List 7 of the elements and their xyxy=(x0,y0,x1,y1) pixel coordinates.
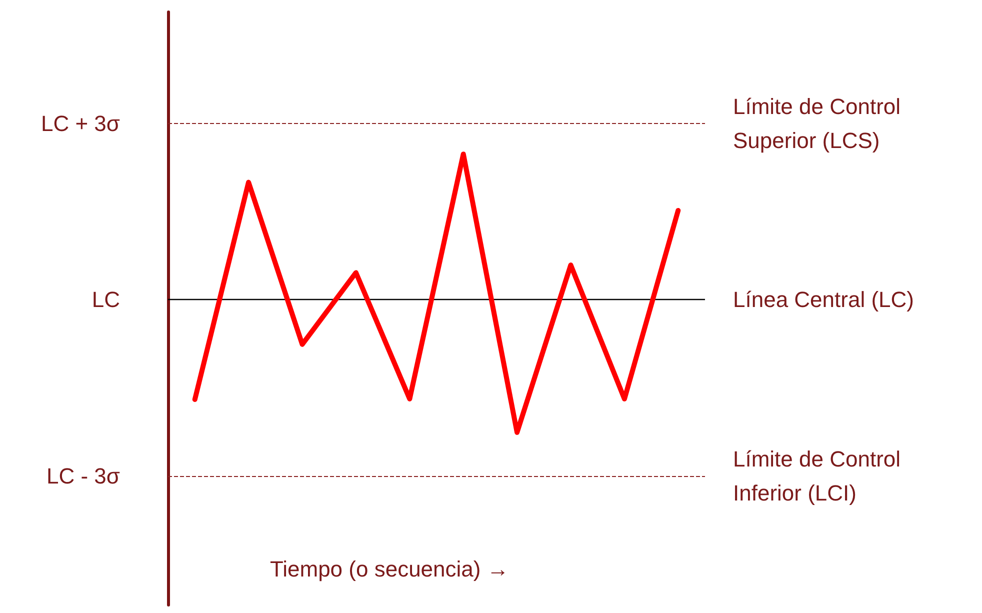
ref-line-label: Límite de Control Superior (LCS) xyxy=(733,94,907,154)
ref-line-label: Línea Central (LC) xyxy=(733,287,914,312)
y-tick-label: LC + 3σ xyxy=(40,111,120,136)
y-tick-label: LC xyxy=(92,287,120,312)
y-tick-label: LC - 3σ xyxy=(46,463,120,488)
x-axis-title: Tiempo (o secuencia) → xyxy=(270,556,509,582)
ref-line-label: Límite de Control Inferior (LCI) xyxy=(733,446,907,506)
